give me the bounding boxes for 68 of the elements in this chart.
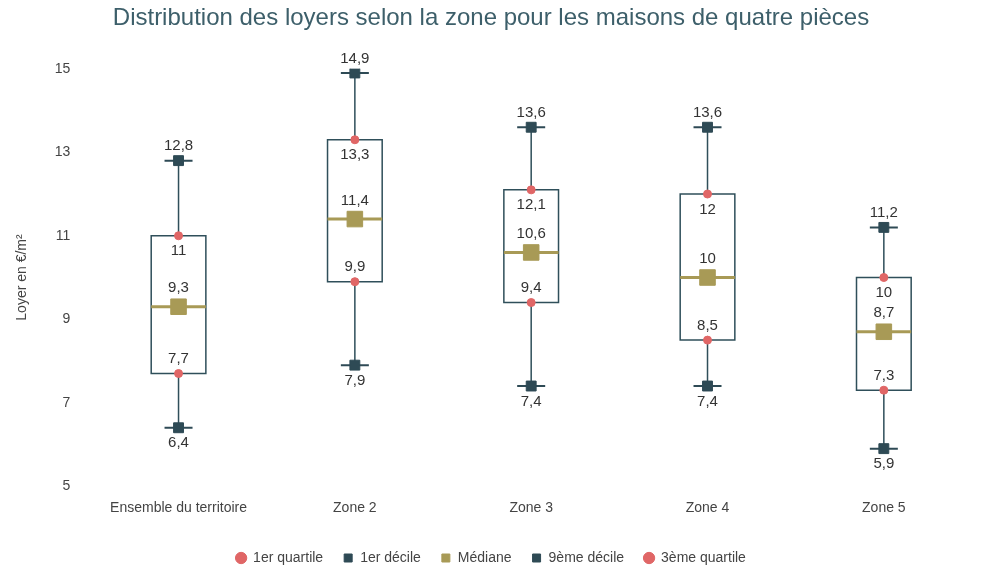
point — [349, 68, 361, 79]
point — [346, 210, 364, 228]
data-label: 7,3 — [873, 365, 895, 383]
point — [703, 189, 713, 199]
data-label: 9,9 — [344, 257, 366, 275]
y-tick-label: 13 — [54, 143, 71, 160]
x-tick-label: Ensemble du territoire — [110, 499, 248, 516]
x-tick-label: Zone 5 — [862, 499, 906, 516]
point — [526, 185, 536, 195]
y-tick-label: 5 — [62, 477, 71, 494]
y-axis-title: Loyer en €/m² — [13, 233, 30, 321]
legend-label: Médiane — [457, 548, 512, 565]
data-label: 11,2 — [869, 203, 898, 221]
data-label: 12,1 — [516, 195, 546, 213]
data-label: 8,7 — [873, 303, 895, 321]
x-tick-label: Zone 2 — [333, 499, 377, 516]
point — [349, 359, 361, 371]
data-label: 7,9 — [344, 370, 366, 388]
data-label: 11 — [170, 241, 187, 259]
point — [699, 269, 716, 286]
point — [174, 231, 184, 241]
point — [170, 298, 187, 315]
point — [350, 135, 360, 145]
data-label: 7,4 — [697, 391, 718, 409]
y-tick-label: 7 — [62, 393, 71, 410]
x-tick-label: Zone 3 — [509, 499, 554, 516]
legend-label: 3ème quartile — [661, 548, 747, 565]
y-tick-label: 15 — [54, 59, 71, 76]
data-label: 9,4 — [520, 278, 542, 296]
point — [878, 443, 890, 455]
point — [875, 323, 893, 341]
point — [350, 277, 360, 287]
data-label: 10 — [699, 249, 716, 267]
data-label: 13,6 — [692, 102, 723, 120]
data-label: 7,4 — [520, 391, 542, 409]
data-label: 12 — [699, 199, 716, 217]
chart-title: Distribution des loyers selon la zone pour les maisons de quatre pièces — [112, 3, 870, 31]
point — [174, 369, 184, 378]
legend-label: 1er quartile — [253, 548, 324, 565]
data-label: 5,9 — [873, 454, 895, 472]
point — [702, 121, 713, 133]
y-tick-label: 9 — [62, 310, 71, 327]
x-tick-label: Zone 4 — [685, 499, 730, 516]
point — [173, 422, 184, 434]
data-label: 6,4 — [168, 433, 189, 451]
data-label: 12,8 — [163, 136, 194, 154]
data-label: 13,3 — [340, 145, 370, 163]
point — [526, 298, 536, 308]
data-label: 10,6 — [516, 224, 546, 242]
data-label: 14,9 — [340, 48, 370, 66]
point — [879, 273, 889, 282]
data-label: 8,5 — [697, 315, 718, 333]
data-label: 10 — [875, 283, 893, 301]
point — [879, 385, 889, 395]
y-tick-label: 11 — [55, 226, 71, 243]
legend-label: 1er décile — [360, 548, 422, 565]
data-label: 13,6 — [516, 102, 546, 120]
point — [522, 244, 540, 261]
legend-label: 9ème décile — [548, 548, 625, 565]
point — [525, 121, 537, 133]
data-label: 7,7 — [168, 349, 189, 367]
data-label: 9,3 — [168, 278, 189, 296]
point — [525, 380, 537, 392]
point — [878, 221, 890, 233]
point — [173, 155, 184, 167]
point — [702, 380, 713, 392]
point — [703, 335, 713, 345]
data-label: 11,4 — [340, 190, 369, 208]
